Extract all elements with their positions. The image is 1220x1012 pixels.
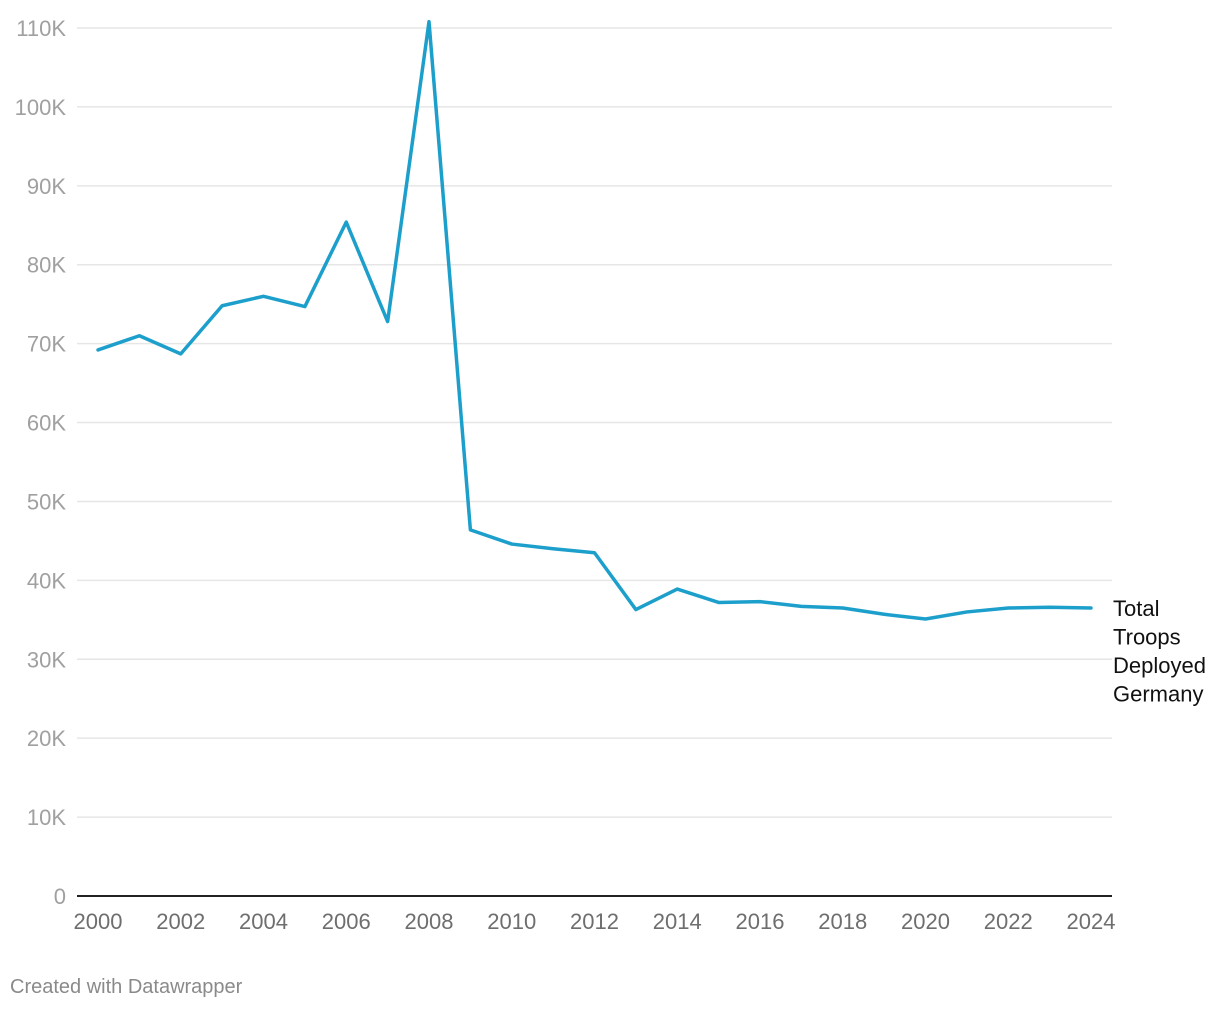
x-tick-label: 2014	[653, 909, 702, 934]
y-tick-label: 40K	[27, 568, 66, 593]
series-label-line: Total	[1113, 596, 1159, 621]
y-tick-label: 0	[54, 884, 66, 909]
y-tick-label: 100K	[15, 95, 67, 120]
x-tick-label: 2000	[74, 909, 123, 934]
series-layer	[96, 19, 1093, 621]
x-tick-label: 2004	[239, 909, 288, 934]
y-tick-label: 70K	[27, 332, 66, 357]
x-tick-label: 2020	[901, 909, 950, 934]
y-tick-label: 80K	[27, 253, 66, 278]
y-axis-tick-labels: 0 10K 20K 30K 40K 50K 60K 70K 80K 90K 100K 110K	[15, 16, 67, 909]
y-tick-label: 20K	[27, 726, 66, 751]
x-tick-label: 2002	[156, 909, 205, 934]
datawrapper-credit: Created with Datawrapper	[10, 976, 243, 998]
y-tick-label: 90K	[27, 174, 66, 199]
x-tick-label: 2010	[487, 909, 536, 934]
series-label-line: Germany	[1113, 681, 1203, 706]
gridlines	[77, 27, 1112, 818]
y-tick-label: 60K	[27, 411, 66, 436]
y-tick-label: 50K	[27, 489, 66, 514]
y-tick-label: 110K	[16, 16, 66, 41]
x-tick-label: 2006	[322, 909, 371, 934]
x-tick-label: 2012	[570, 909, 619, 934]
series-label-line: Deployed	[1113, 653, 1206, 678]
y-tick-label: 30K	[27, 647, 66, 672]
x-tick-label: 2016	[736, 909, 785, 934]
x-tick-label: 2018	[818, 909, 867, 934]
series-line	[96, 19, 1093, 621]
x-axis-tick-labels: 2000 2002 2004 2006 2008 2010 2012 2014 2016 2018…	[74, 909, 1116, 934]
series-label-group: Total Troops Deployed Germany	[1113, 596, 1206, 707]
series-label-line: Troops	[1113, 624, 1181, 649]
x-tick-label: 2022	[984, 909, 1033, 934]
y-tick-label: 10K	[27, 805, 66, 830]
x-tick-label: 2024	[1067, 909, 1116, 934]
x-tick-label: 2008	[405, 909, 454, 934]
